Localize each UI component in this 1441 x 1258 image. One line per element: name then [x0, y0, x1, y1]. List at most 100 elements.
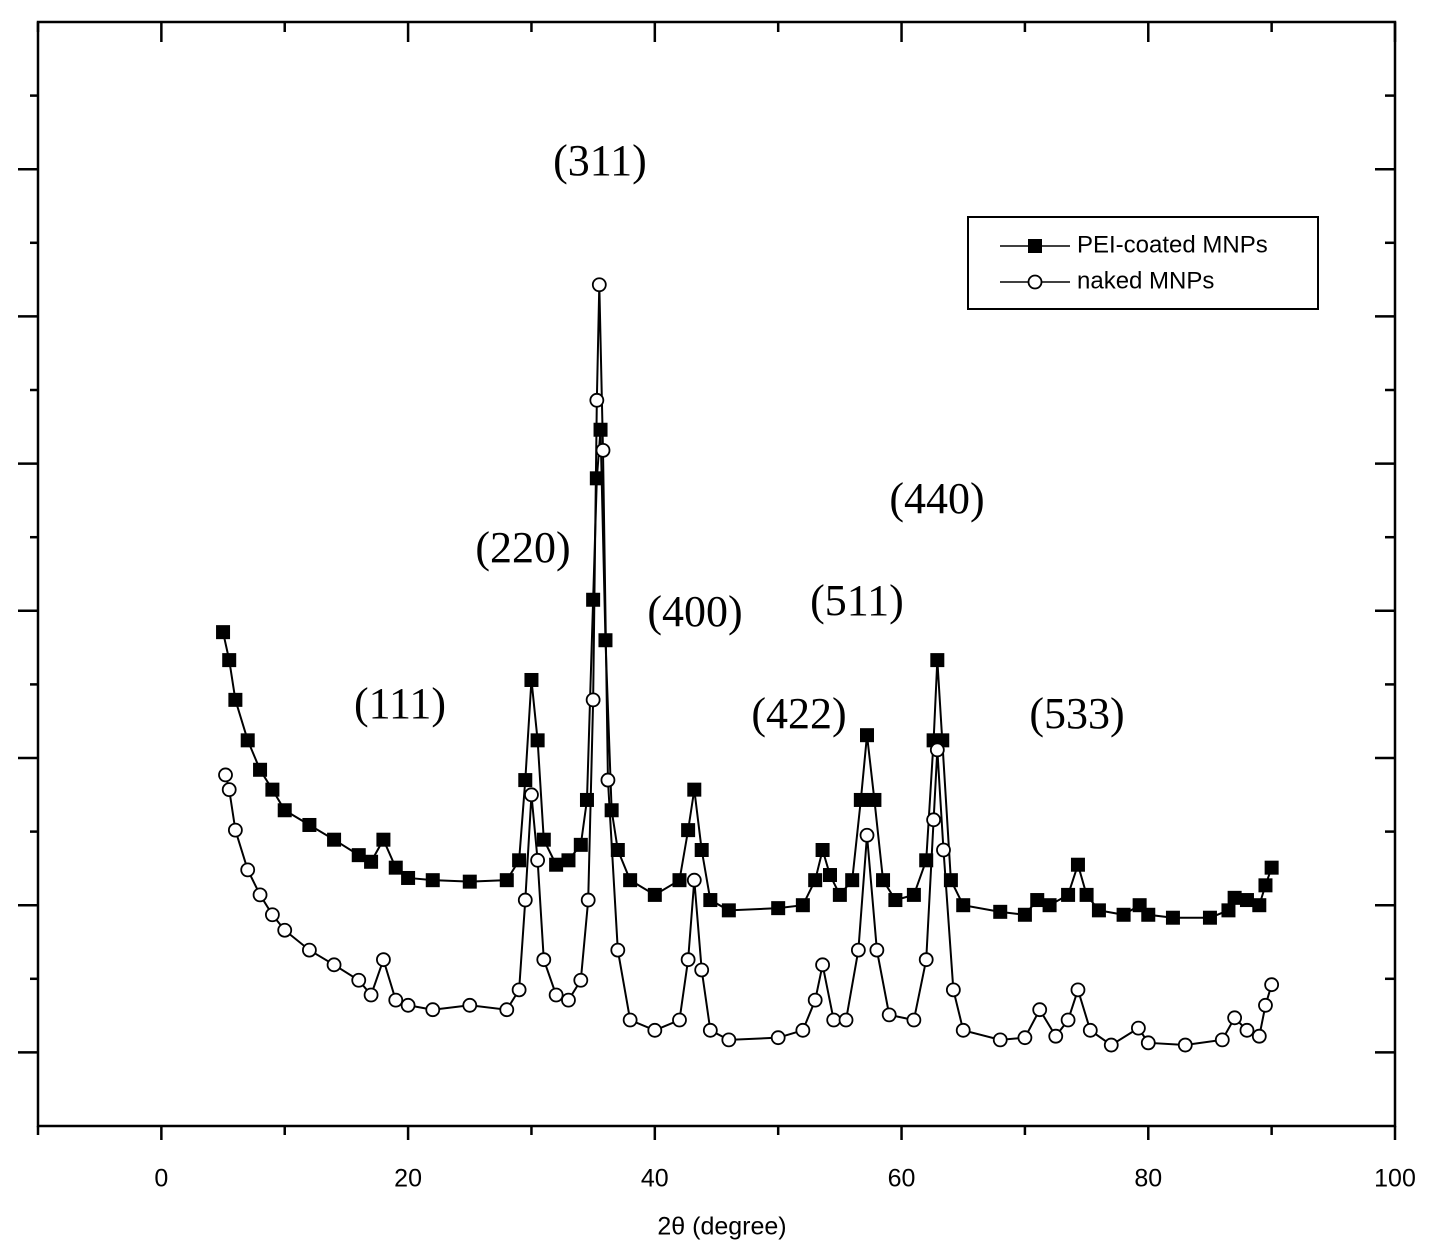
x-tick-label: 100: [1374, 1165, 1416, 1193]
x-tick-label: 40: [641, 1165, 669, 1193]
marker: [221, 782, 237, 798]
marker: [1027, 274, 1043, 290]
marker: [919, 853, 934, 868]
marker: [591, 277, 607, 293]
marker: [681, 823, 696, 838]
marker: [536, 832, 551, 847]
marker: [647, 887, 662, 902]
marker: [869, 942, 885, 958]
marker: [1239, 1022, 1255, 1038]
marker: [694, 843, 709, 857]
marker: [400, 997, 416, 1013]
marker: [549, 857, 564, 872]
marker: [548, 987, 564, 1003]
marker: [1258, 878, 1273, 893]
legend: PEI-coated MNPs naked MNPs: [967, 216, 1319, 310]
marker: [1140, 1035, 1156, 1051]
marker: [860, 728, 875, 743]
marker: [876, 873, 891, 888]
marker: [1131, 1020, 1146, 1036]
marker: [1165, 910, 1180, 925]
marker: [517, 892, 533, 908]
marker: [589, 392, 605, 408]
legend-box: [967, 216, 1319, 310]
marker: [586, 592, 601, 607]
marker: [888, 893, 903, 908]
marker: [524, 787, 539, 803]
marker: [680, 952, 696, 968]
marker: [499, 873, 514, 888]
marker: [240, 733, 255, 748]
marker: [462, 874, 477, 889]
marker: [936, 842, 951, 858]
marker: [264, 907, 280, 923]
marker: [694, 962, 710, 978]
legend-label: naked MNPs: [1077, 267, 1214, 294]
marker: [512, 853, 527, 868]
marker: [518, 773, 533, 788]
marker: [1251, 1028, 1267, 1044]
marker: [326, 957, 342, 973]
marker: [1028, 239, 1042, 253]
peak-annotation: (400): [647, 587, 742, 636]
marker: [499, 1002, 515, 1018]
marker: [1264, 860, 1279, 875]
marker: [573, 972, 589, 988]
marker: [686, 872, 702, 888]
marker: [992, 1032, 1008, 1048]
marker: [265, 782, 280, 797]
marker: [301, 942, 317, 958]
marker: [867, 792, 882, 807]
marker: [530, 852, 546, 868]
marker: [1141, 907, 1156, 922]
marker: [807, 992, 823, 1008]
marker: [218, 767, 233, 783]
marker: [859, 827, 875, 843]
marker: [277, 803, 292, 818]
marker: [926, 812, 942, 828]
marker: [1221, 903, 1236, 918]
marker: [1079, 887, 1094, 902]
marker: [1070, 982, 1086, 998]
peak-annotation: (533): [1029, 689, 1124, 738]
marker: [1116, 907, 1131, 922]
marker: [536, 952, 552, 968]
marker: [622, 1012, 638, 1028]
marker: [721, 903, 736, 918]
marker: [1017, 1030, 1033, 1046]
marker: [1227, 1010, 1243, 1026]
marker: [1030, 893, 1045, 908]
x-axis-label: 2θ (degree): [657, 1213, 786, 1241]
marker: [687, 782, 702, 797]
marker: [376, 952, 391, 968]
x-tick-label: 80: [1134, 1165, 1162, 1193]
marker: [929, 742, 945, 758]
marker: [1017, 907, 1032, 922]
marker: [610, 843, 625, 857]
marker: [1060, 1012, 1076, 1028]
marker: [1214, 1032, 1230, 1048]
marker: [425, 873, 440, 888]
marker: [277, 922, 293, 938]
marker: [376, 832, 391, 847]
marker: [1258, 997, 1273, 1013]
marker: [850, 942, 866, 958]
marker: [672, 1012, 687, 1028]
marker: [1202, 910, 1217, 925]
marker: [610, 942, 626, 958]
marker: [1252, 898, 1267, 913]
marker: [530, 733, 545, 748]
plot-frame: [36, 20, 1397, 1128]
marker: [930, 653, 945, 668]
marker: [1061, 887, 1076, 902]
x-tick-label: 0: [154, 1165, 168, 1193]
marker: [647, 1022, 663, 1038]
marker: [1048, 1028, 1064, 1044]
marker: [388, 992, 404, 1008]
marker: [222, 653, 237, 668]
marker: [363, 987, 379, 1003]
marker: [364, 854, 379, 869]
marker: [580, 892, 596, 908]
x-tick-label: 60: [888, 1165, 916, 1193]
marker: [945, 982, 961, 998]
